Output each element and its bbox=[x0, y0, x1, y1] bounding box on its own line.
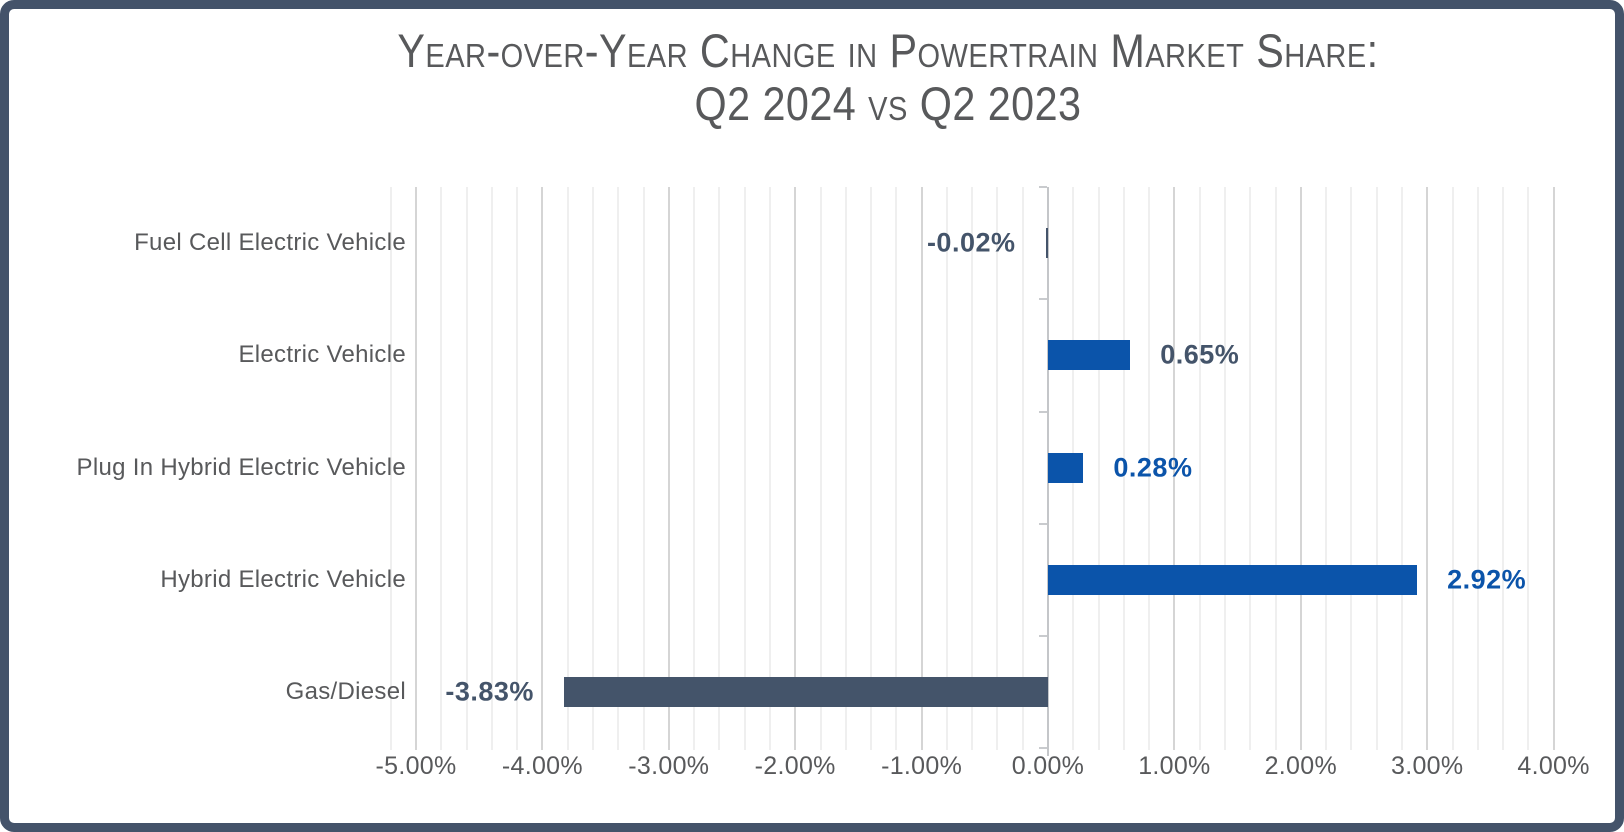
bar-electric-vehicle bbox=[1048, 340, 1131, 371]
gridline bbox=[592, 187, 594, 750]
chart-title-line1: Year-over-Year Change in Powertrain Mark… bbox=[397, 24, 1379, 77]
gridline bbox=[1527, 187, 1530, 750]
chart-title-line2: Q2 2024 vs Q2 2023 bbox=[694, 77, 1082, 130]
category-label: Hybrid Electric Vehicle bbox=[160, 565, 406, 593]
x-axis-tick-label: 2.00% bbox=[1264, 752, 1337, 780]
gridline bbox=[794, 187, 797, 750]
gridline bbox=[465, 187, 468, 750]
gridline bbox=[1148, 187, 1151, 750]
gridline bbox=[768, 187, 771, 750]
gridline bbox=[1122, 187, 1125, 750]
category-axis-tick bbox=[1039, 522, 1047, 525]
gridline bbox=[1552, 187, 1555, 750]
gridline bbox=[1274, 187, 1277, 750]
gridline bbox=[440, 187, 443, 750]
gridline bbox=[743, 187, 746, 750]
gridline bbox=[1400, 187, 1403, 750]
x-axis-tick-label: -3.00% bbox=[628, 752, 710, 780]
gridline bbox=[693, 187, 696, 750]
gridline bbox=[1198, 187, 1201, 750]
gridline bbox=[1502, 187, 1504, 750]
category-axis-tick bbox=[1039, 186, 1047, 188]
gridline bbox=[1451, 187, 1454, 750]
category-label: Plug In Hybrid Electric Vehicle bbox=[76, 453, 406, 481]
data-label: 0.65% bbox=[1160, 339, 1240, 370]
bar-plug-in-hybrid-electric-vehicle bbox=[1048, 452, 1084, 483]
bar-gas-diesel bbox=[563, 677, 1048, 708]
gridline bbox=[1375, 187, 1378, 750]
category-axis-tick bbox=[1039, 635, 1047, 637]
gridline bbox=[971, 187, 974, 750]
x-axis-tick-label: 0.00% bbox=[1011, 752, 1085, 780]
category-label: Gas/Diesel bbox=[285, 678, 406, 706]
gridline bbox=[1299, 187, 1302, 750]
gridline bbox=[945, 187, 948, 750]
data-label: 2.92% bbox=[1447, 564, 1527, 595]
category-axis-tick bbox=[1039, 298, 1047, 301]
gridline bbox=[1249, 187, 1252, 750]
x-axis-tick-label: -4.00% bbox=[501, 752, 583, 780]
gridline bbox=[1350, 187, 1353, 750]
x-axis-tick-label: 1.00% bbox=[1138, 752, 1211, 780]
gridline bbox=[920, 187, 923, 750]
gridline bbox=[516, 187, 519, 750]
bar-hybrid-electric-vehicle bbox=[1048, 564, 1418, 595]
gridline bbox=[1021, 187, 1024, 750]
data-label: -0.02% bbox=[926, 227, 1016, 258]
gridline bbox=[844, 187, 847, 750]
category-axis-tick bbox=[1039, 410, 1047, 413]
gridline bbox=[870, 187, 872, 750]
gridline bbox=[1476, 187, 1479, 750]
gridline bbox=[895, 187, 898, 750]
bar-fuel-cell-electric-vehicle bbox=[1045, 228, 1048, 259]
x-axis-tick-label: 3.00% bbox=[1390, 752, 1464, 780]
gridline bbox=[617, 187, 620, 750]
gridline bbox=[1224, 187, 1226, 750]
zero-axis-tick bbox=[1047, 748, 1049, 757]
gridline bbox=[566, 187, 569, 750]
data-label: 0.28% bbox=[1113, 452, 1193, 483]
gridline bbox=[1325, 187, 1328, 750]
category-axis-tick bbox=[1039, 747, 1047, 750]
gridline bbox=[819, 187, 822, 750]
data-label: -3.83% bbox=[445, 676, 534, 707]
gridline bbox=[996, 187, 999, 750]
gridline bbox=[642, 187, 645, 750]
x-axis-tick-label: -5.00% bbox=[375, 752, 457, 780]
category-label: Fuel Cell Electric Vehicle bbox=[134, 229, 406, 257]
gridline bbox=[389, 187, 392, 750]
gridline bbox=[1426, 187, 1429, 750]
gridline bbox=[415, 187, 417, 750]
chart-title: Year-over-Year Change in Powertrain Mark… bbox=[397, 24, 1378, 130]
gridline bbox=[490, 187, 493, 750]
x-axis-tick-label: -1.00% bbox=[881, 752, 963, 780]
gridline bbox=[1173, 187, 1176, 750]
gridline bbox=[1097, 187, 1100, 750]
x-axis-tick-label: 4.00% bbox=[1517, 752, 1590, 780]
gridline bbox=[667, 187, 670, 750]
x-axis-tick-label: -2.00% bbox=[754, 752, 836, 780]
gridline bbox=[541, 187, 544, 750]
gridline bbox=[718, 187, 721, 750]
category-label: Electric Vehicle bbox=[238, 341, 406, 369]
